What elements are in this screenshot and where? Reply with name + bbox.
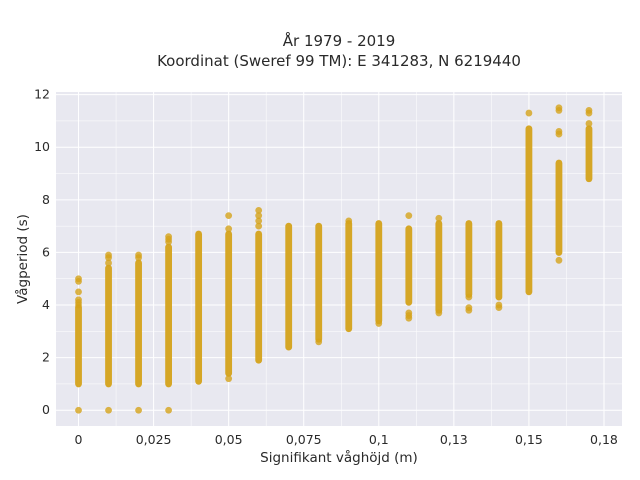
y-axis-label: Vågperiod (s) bbox=[14, 214, 31, 304]
data-point bbox=[255, 212, 263, 220]
x-tick-label: 0,025 bbox=[136, 432, 172, 447]
data-point bbox=[75, 296, 82, 304]
y-tick-label: 4 bbox=[42, 297, 50, 312]
data-point-cluster bbox=[465, 220, 473, 298]
data-point-cluster bbox=[585, 125, 593, 183]
chart-title: År 1979 - 2019 bbox=[283, 31, 396, 50]
x-tick-label: 0 bbox=[75, 432, 83, 447]
data-point bbox=[135, 406, 142, 414]
data-point bbox=[225, 375, 233, 383]
data-point bbox=[225, 212, 233, 220]
data-point bbox=[255, 217, 263, 225]
x-tick-label: 0,1 bbox=[369, 432, 389, 447]
data-point bbox=[255, 206, 263, 214]
data-point bbox=[585, 120, 593, 127]
data-point-cluster bbox=[525, 125, 533, 296]
data-point bbox=[555, 128, 563, 135]
data-point-cluster bbox=[105, 264, 112, 388]
x-axis-ticks: 0 0,025 0,05 0,075 0,1 0,13 0,15 0,18 bbox=[75, 432, 618, 447]
data-point bbox=[555, 256, 563, 264]
y-tick-label: 0 bbox=[42, 402, 50, 417]
data-point bbox=[405, 309, 413, 317]
chart-subtitle: Koordinat (Sweref 99 TM): E 341283, N 62… bbox=[157, 52, 521, 70]
data-point-cluster bbox=[555, 159, 563, 256]
x-tick-label: 0,13 bbox=[440, 432, 468, 447]
data-point-cluster bbox=[375, 220, 383, 325]
data-point bbox=[315, 338, 323, 346]
data-point bbox=[135, 251, 142, 259]
data-point-cluster bbox=[435, 220, 443, 314]
y-tick-label: 8 bbox=[42, 192, 50, 207]
data-point-cluster bbox=[405, 225, 413, 306]
data-point bbox=[405, 212, 413, 220]
y-tick-label: 12 bbox=[34, 87, 50, 102]
data-point bbox=[495, 301, 503, 309]
data-point-cluster bbox=[495, 220, 503, 301]
data-point-cluster bbox=[345, 220, 353, 333]
data-point bbox=[165, 406, 172, 414]
x-tick-label: 0,18 bbox=[590, 432, 618, 447]
data-point-cluster bbox=[165, 243, 172, 388]
data-point-cluster bbox=[75, 304, 82, 388]
data-point bbox=[75, 275, 82, 283]
data-point bbox=[345, 217, 353, 225]
data-point bbox=[75, 288, 82, 296]
data-point-cluster bbox=[195, 230, 203, 385]
data-point-cluster bbox=[315, 222, 323, 343]
y-tick-label: 2 bbox=[42, 350, 50, 365]
data-points bbox=[75, 104, 593, 414]
data-point bbox=[75, 406, 82, 414]
data-point bbox=[255, 222, 263, 230]
y-tick-label: 10 bbox=[34, 139, 50, 154]
data-point bbox=[105, 406, 112, 414]
data-point bbox=[375, 320, 383, 327]
data-point bbox=[465, 304, 473, 312]
x-tick-label: 0,05 bbox=[215, 432, 243, 447]
x-axis-label: Signifikant våghöjd (m) bbox=[260, 449, 418, 466]
data-point-cluster bbox=[225, 230, 233, 377]
data-point bbox=[105, 259, 112, 267]
data-point bbox=[225, 225, 233, 233]
data-point-cluster bbox=[285, 222, 293, 351]
data-point-cluster bbox=[255, 230, 263, 364]
data-point bbox=[555, 104, 563, 112]
data-point bbox=[435, 309, 443, 317]
data-point bbox=[465, 293, 473, 301]
x-tick-label: 0,15 bbox=[515, 432, 543, 447]
data-point bbox=[105, 251, 112, 259]
data-point bbox=[435, 214, 443, 222]
data-point bbox=[585, 107, 593, 114]
x-tick-label: 0,075 bbox=[286, 432, 322, 447]
data-point bbox=[165, 233, 172, 241]
y-tick-label: 6 bbox=[42, 244, 50, 259]
data-point bbox=[525, 109, 533, 117]
data-point-cluster bbox=[135, 259, 142, 388]
y-axis-ticks: 0 2 4 6 8 10 12 bbox=[34, 87, 50, 418]
